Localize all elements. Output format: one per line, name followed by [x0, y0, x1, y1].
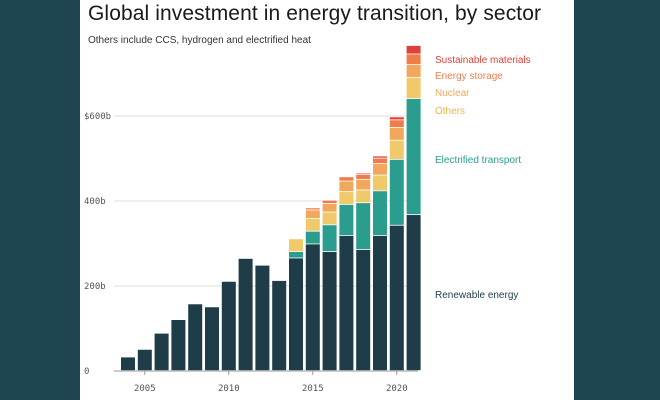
legend-label-renewable-energy: Renewable energy [435, 290, 518, 301]
bar-segment-electrified-transport-2016 [322, 225, 337, 252]
bar-segment-renewable-energy-2017 [339, 235, 354, 371]
bar-segment-energy-storage-2019 [373, 158, 387, 164]
y-tick-label: $600b [84, 112, 111, 122]
bar-segment-renewable-energy-2009 [205, 307, 219, 371]
chart-title: Global investment in energy transition, … [88, 2, 542, 25]
bar-segment-electrified-transport-2015 [305, 231, 320, 244]
bar-segment-energy-storage-2015 [305, 208, 320, 210]
bar-segment-electrified-transport-2021 [406, 99, 421, 215]
bar-segment-electrified-transport-2019 [373, 191, 387, 236]
chart-subtitle: Others include CCS, hydrogen and electri… [88, 35, 311, 46]
bar-segment-renewable-energy-2006 [154, 333, 169, 371]
bar-segment-others-2020 [389, 140, 404, 159]
bar-segment-renewable-energy-2011 [238, 258, 253, 371]
x-tick-label: 2010 [218, 384, 240, 394]
y-tick-label: 200b [84, 282, 106, 292]
bar-segment-sustainable-materials-2020 [389, 117, 404, 120]
y-tick-label: 0 [84, 367, 89, 377]
x-tick-label: 2020 [386, 384, 408, 394]
bar-segment-energy-storage-2018 [356, 174, 371, 179]
bar-segment-others-2017 [339, 192, 354, 205]
bar-segment-renewable-energy-2007 [171, 320, 186, 371]
bar-segment-renewable-energy-2014 [289, 258, 303, 371]
y-tick-label: 400b [84, 197, 106, 207]
bar-segment-nuclear-2021 [406, 65, 421, 77]
bar-segment-nuclear-2020 [389, 127, 404, 140]
legend-label-nuclear: Nuclear [435, 88, 470, 99]
bar-segment-others-2016 [322, 212, 337, 225]
x-tick-label: 2015 [302, 384, 324, 394]
bar-segment-electrified-transport-2014 [289, 252, 303, 258]
bar-segment-electrified-transport-2020 [389, 159, 404, 225]
bar-segment-others-2019 [373, 175, 387, 191]
bar-segment-energy-storage-2016 [322, 200, 337, 204]
bar-segment-sustainable-materials-2019 [373, 156, 387, 158]
bar-segment-others-2014 [289, 239, 303, 252]
legend-label-sustainable-materials: Sustainable materials [435, 55, 531, 66]
bar-segment-renewable-energy-2008 [188, 304, 203, 371]
bar-segment-energy-storage-2020 [389, 120, 404, 128]
legend-label-electrified-transport: Electrified transport [435, 155, 521, 166]
bar-segment-renewable-energy-2010 [221, 281, 236, 371]
bar-segment-nuclear-2019 [373, 164, 387, 175]
legend-label-others: Others [435, 106, 465, 117]
bar-segment-renewable-energy-2016 [322, 252, 337, 371]
bar-segment-electrified-transport-2017 [339, 204, 354, 236]
chart-card: Global investment in energy transition, … [80, 0, 574, 400]
bar-segment-others-2018 [356, 190, 371, 203]
bar-segment-nuclear-2017 [339, 181, 354, 192]
bar-segment-renewable-energy-2020 [389, 225, 404, 371]
bar-segment-nuclear-2015 [305, 210, 320, 219]
bar-segment-energy-storage-2017 [339, 177, 354, 181]
bar-segment-renewable-energy-2021 [406, 215, 421, 371]
bar-segment-renewable-energy-2018 [356, 249, 371, 371]
bar-segment-renewable-energy-2013 [272, 280, 287, 371]
bar-segment-renewable-energy-2005 [137, 349, 152, 371]
x-tick-label: 2005 [134, 384, 156, 394]
bar-segment-renewable-energy-2015 [305, 244, 320, 371]
bar-segment-energy-storage-2021 [406, 54, 421, 65]
bar-segment-nuclear-2016 [322, 203, 337, 212]
bar-segment-others-2015 [305, 218, 320, 231]
legend-label-energy-storage: Energy storage [435, 71, 503, 82]
chart-plot: 0 200b 400b $600b 2005 2010 2015 2020 Renewable … [84, 45, 531, 394]
bar-segment-renewable-energy-2004 [121, 357, 135, 371]
bar-segment-nuclear-2018 [356, 179, 371, 190]
bar-segment-renewable-energy-2019 [373, 235, 387, 371]
bar-segment-others-2021 [406, 77, 421, 99]
bar-segment-sustainable-materials-2021 [406, 45, 421, 54]
bar-segment-electrified-transport-2018 [356, 203, 371, 250]
bar-segment-renewable-energy-2012 [255, 265, 270, 371]
